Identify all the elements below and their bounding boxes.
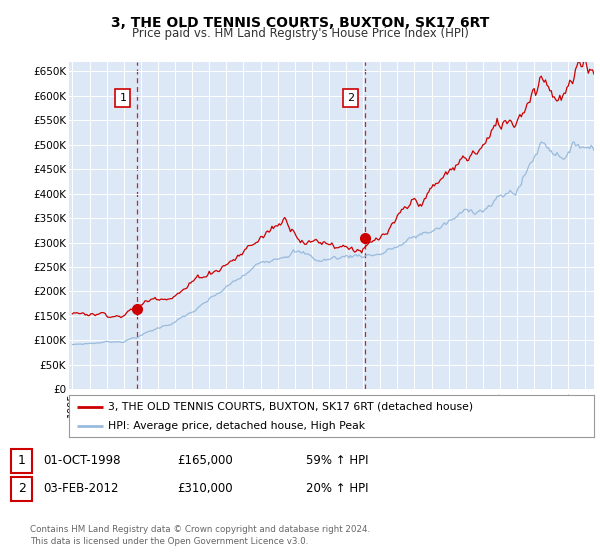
Text: £310,000: £310,000 <box>177 482 233 495</box>
Text: 2: 2 <box>347 94 355 103</box>
Text: HPI: Average price, detached house, High Peak: HPI: Average price, detached house, High… <box>109 421 365 431</box>
Text: Contains HM Land Registry data © Crown copyright and database right 2024.
This d: Contains HM Land Registry data © Crown c… <box>30 525 370 545</box>
Text: 20% ↑ HPI: 20% ↑ HPI <box>306 482 368 495</box>
Text: 2: 2 <box>17 482 26 495</box>
Text: 3, THE OLD TENNIS COURTS, BUXTON, SK17 6RT: 3, THE OLD TENNIS COURTS, BUXTON, SK17 6… <box>111 16 489 30</box>
Text: 1: 1 <box>17 454 26 467</box>
Text: Price paid vs. HM Land Registry's House Price Index (HPI): Price paid vs. HM Land Registry's House … <box>131 27 469 40</box>
Text: 01-OCT-1998: 01-OCT-1998 <box>43 454 121 467</box>
Text: 1: 1 <box>119 94 127 103</box>
Text: 59% ↑ HPI: 59% ↑ HPI <box>306 454 368 467</box>
Text: £165,000: £165,000 <box>177 454 233 467</box>
Text: 3, THE OLD TENNIS COURTS, BUXTON, SK17 6RT (detached house): 3, THE OLD TENNIS COURTS, BUXTON, SK17 6… <box>109 402 473 412</box>
Text: 03-FEB-2012: 03-FEB-2012 <box>43 482 119 495</box>
